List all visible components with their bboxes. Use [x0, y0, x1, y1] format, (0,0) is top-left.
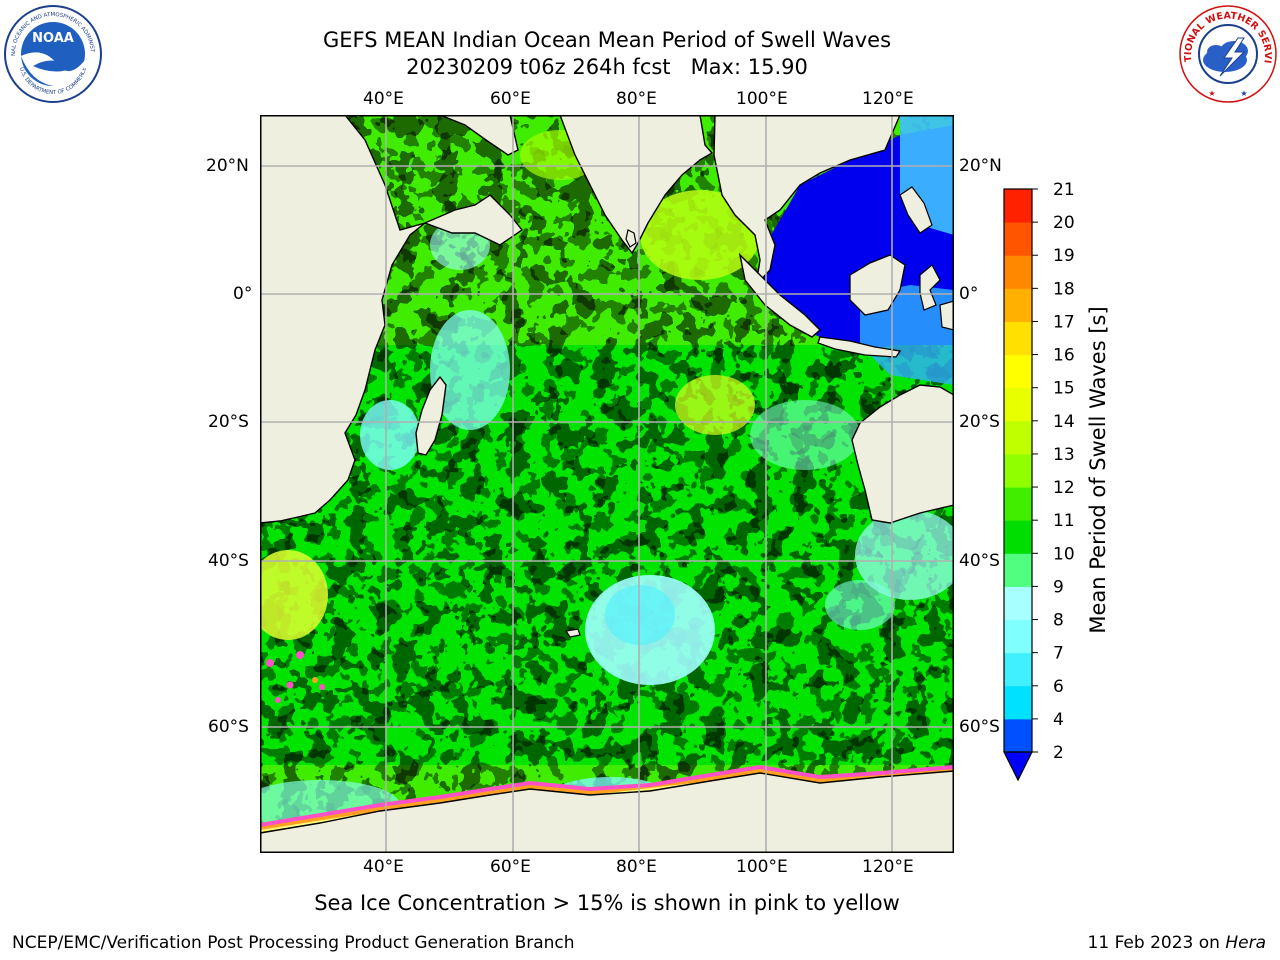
colorbar-segment: [1004, 652, 1032, 687]
lat-label-left-20s: 20°S: [208, 412, 249, 432]
noaa-logo-icon: NATIONAL OCEANIC AND ATMOSPHERIC ADMINIS…: [3, 4, 102, 103]
land-australia: [851, 384, 954, 524]
lon-label-top-100e: 100°E: [736, 89, 788, 109]
lon-label-bottom-100e: 100°E: [736, 857, 788, 877]
svg-text:★: ★: [1208, 89, 1215, 98]
colorbar-tick-label: 13: [1053, 445, 1075, 465]
noaa-center-text: NOAA: [32, 31, 74, 46]
lon-label-top-60e: 60°E: [490, 89, 531, 109]
colorbar-tick-label: 8: [1053, 611, 1064, 631]
land-sri-lanka: [625, 229, 637, 248]
colorbar-segment: [1004, 189, 1032, 223]
colorbar-tick-label: 2: [1053, 743, 1064, 763]
land-philippines: [899, 186, 933, 234]
colorbar-tick-label: 11: [1053, 511, 1075, 531]
map-frame: [260, 115, 954, 853]
colorbar-tick-label: 6: [1053, 677, 1064, 697]
chart-subtitle: 20230209 t06z 264h fcst Max: 15.90: [406, 55, 808, 79]
colorbar-segment: [1004, 619, 1032, 654]
colorbar-segment: [1004, 453, 1032, 488]
colorbar-segment: [1004, 553, 1032, 587]
lon-label-bottom-120e: 120°E: [862, 857, 914, 877]
lon-label-top-40e: 40°E: [363, 89, 404, 109]
colorbar-segment: [1004, 586, 1032, 621]
lon-label-bottom-60e: 60°E: [490, 857, 531, 877]
land-indochina: [713, 115, 901, 288]
lat-label-left-40s: 40°S: [208, 551, 249, 571]
land-arabia: [439, 115, 519, 156]
land-sulawesi: [919, 264, 941, 311]
chart-title: GEFS MEAN Indian Ocean Mean Period of Sw…: [322, 28, 892, 52]
land-new-guinea: [939, 300, 954, 331]
colorbar-segment: [1004, 420, 1032, 455]
colorbar-tick-label: 18: [1053, 279, 1075, 299]
colorbar-segment: [1004, 255, 1032, 289]
colorbar-segment: [1004, 354, 1032, 389]
land-india: [559, 115, 714, 255]
footer-credit: NCEP/EMC/Verification Post Processing Pr…: [12, 933, 575, 953]
colorbar-tick-label: 17: [1053, 312, 1075, 332]
colorbar-outline: [1003, 188, 1033, 753]
lat-label-left-20n: 20°N: [206, 156, 249, 176]
colorbar-segment: [1004, 387, 1032, 422]
colorbar-tick-label: 16: [1053, 346, 1075, 366]
lon-label-top-80e: 80°E: [616, 89, 657, 109]
lat-label-left-60s: 60°S: [208, 717, 249, 737]
colorbar-segment: [1004, 520, 1032, 554]
colorbar-segment: [1004, 321, 1032, 356]
colorbar-segment: [1004, 487, 1032, 521]
colorbar-tick-label: 10: [1053, 544, 1075, 564]
swell-period-map[interactable]: [260, 115, 954, 853]
colorbar-tick-label: 9: [1053, 577, 1064, 597]
map-gridlines: [260, 115, 954, 853]
land-kerguelen: [564, 628, 581, 638]
colorbar-title: Mean Period of Swell Waves [s]: [1086, 306, 1110, 634]
colorbar-tick-label: 21: [1053, 180, 1075, 200]
colorbar-segment: [1004, 685, 1032, 720]
lat-label-left-0: 0°: [233, 284, 253, 304]
lat-label-right-60s: 60°S: [959, 717, 1000, 737]
lon-label-bottom-40e: 40°E: [363, 857, 404, 877]
footer-date: 11 Feb 2023 on Hera: [1088, 932, 1266, 954]
colorbar-tick-label: 14: [1053, 412, 1075, 432]
colorbar-tick-label: 15: [1053, 379, 1075, 399]
map-area[interactable]: [260, 115, 954, 853]
lat-label-right-20s: 20°S: [959, 412, 1000, 432]
colorbar-tick-label: 4: [1053, 710, 1064, 730]
sea-ice-note: Sea Ice Concentration > 15% is shown in …: [314, 891, 900, 915]
colorbar-tick-label: 7: [1053, 644, 1064, 664]
colorbar-segment: [1004, 288, 1032, 322]
footer-host: Hera: [1225, 933, 1266, 953]
colorbar-tick-label: 12: [1053, 478, 1075, 498]
land-java: [817, 336, 902, 358]
lat-label-right-0: 0°: [959, 284, 979, 304]
nws-logo-icon: NATIONAL WEATHER SERVICE ★ ★: [1178, 4, 1277, 103]
colorbar-segment: [1004, 718, 1032, 753]
colorbar-under-extension: [1003, 751, 1033, 782]
land-antarctica: [260, 770, 954, 853]
lat-label-right-20n: 20°N: [959, 156, 1002, 176]
colorbar-tick-label: 20: [1053, 213, 1075, 233]
colorbar-segment: [1004, 222, 1032, 256]
svg-text:★: ★: [1240, 89, 1247, 98]
lon-label-bottom-80e: 80°E: [616, 857, 657, 877]
footer-date-text: 11 Feb 2023 on: [1087, 933, 1220, 953]
lon-label-top-120e: 120°E: [862, 89, 914, 109]
land-sumatra: [738, 252, 822, 338]
land-madagascar: [415, 375, 447, 456]
land-africa: [260, 115, 524, 524]
lat-label-right-40s: 40°S: [959, 551, 1000, 571]
colorbar-tick-label: 19: [1053, 246, 1075, 266]
